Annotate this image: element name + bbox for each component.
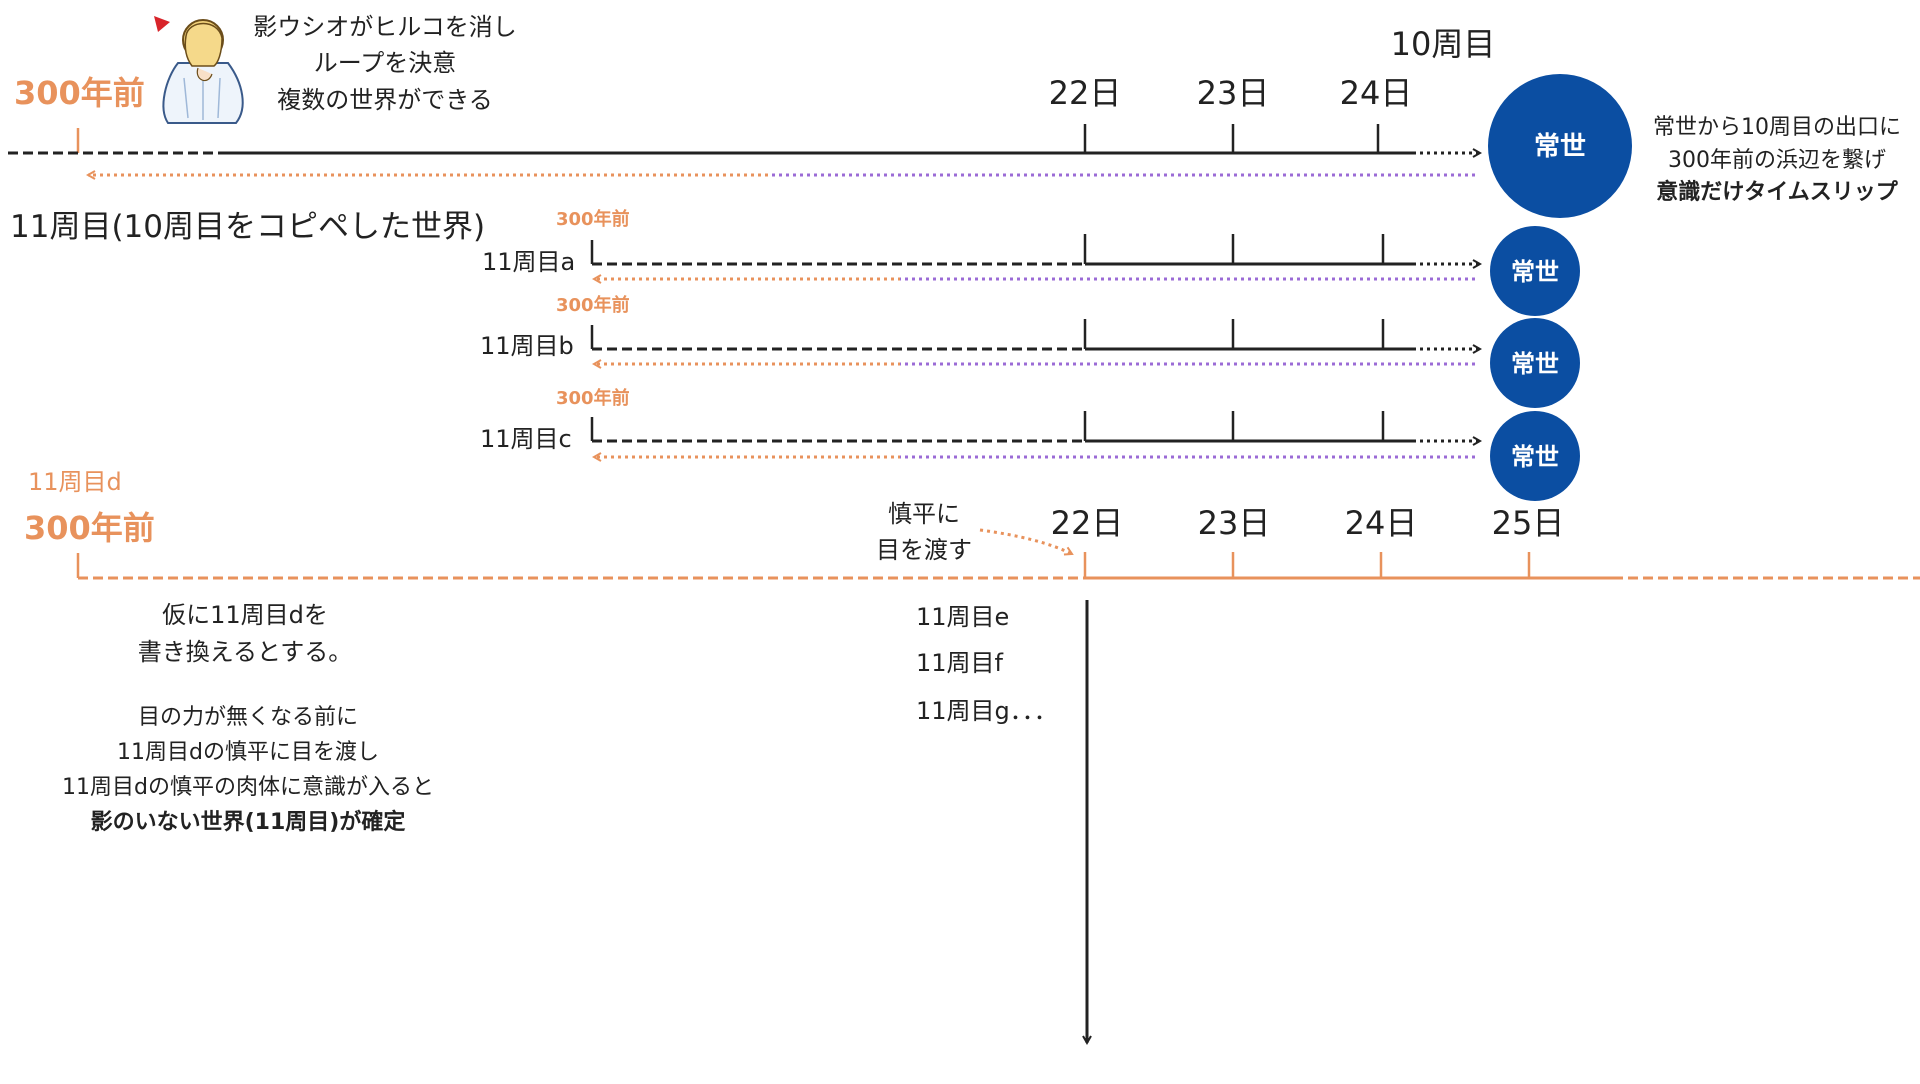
world-a-tokoyo: 常世 <box>1511 258 1559 286</box>
desc2-line-2: 11周目dの慎平に目を渡し <box>117 740 379 765</box>
desc1-line-2: 書き換えるとする。 <box>138 638 353 666</box>
world-b-start: 300年前 <box>556 294 630 316</box>
section-11-title: 11周目(10周目をコピペした世界) <box>10 209 485 245</box>
bottom-day-24: 24日 <box>1345 504 1418 542</box>
bottom-day-23: 23日 <box>1198 504 1271 542</box>
world-c-label: 11周目c <box>480 425 572 453</box>
world-a-start: 300年前 <box>556 208 630 230</box>
world-c-start: 300年前 <box>556 387 630 409</box>
branch-e: 11周目e <box>916 603 1009 631</box>
top-event-line-1: 影ウシオがヒルコを消し <box>253 13 517 41</box>
top-note-line-2: 300年前の浜辺を繋げ <box>1668 148 1886 173</box>
desc2-bold: 影のいない世界(11周目)が確定 <box>91 809 406 835</box>
bottom-day-ticks <box>1083 552 1531 578</box>
desc2-line-1: 目の力が無くなる前に <box>138 705 358 730</box>
top-event-line-3: 複数の世界ができる <box>277 86 493 114</box>
world-a-label: 11周目a <box>482 248 575 276</box>
bottom-day-25: 25日 <box>1492 504 1565 542</box>
bottom-day-22: 22日 <box>1051 504 1124 542</box>
world-a: 300年前 11周目a 常世 <box>482 208 1580 316</box>
top-note-line-1: 常世から10周目の出口に <box>1653 115 1901 140</box>
kneeling-girl-icon <box>154 16 244 124</box>
bottom-label: 11周目d <box>28 468 122 496</box>
bottom-start-label: 300年前 <box>24 509 155 547</box>
desc1-line-1: 仮に11周目dを <box>162 601 328 629</box>
top-event-line-2: ループを決意 <box>314 49 457 77</box>
top-day-24: 24日 <box>1340 74 1413 112</box>
branch-f: 11周目f <box>916 649 1004 677</box>
top-start-label: 300年前 <box>14 74 145 112</box>
loop-10-label: 10周目 <box>1391 25 1496 63</box>
top-day-23: 23日 <box>1197 74 1270 112</box>
top-note-bold: 意識だけタイムスリップ <box>1656 179 1899 205</box>
branch-g: 11周目g．．． <box>916 697 1058 725</box>
world-b-label: 11周目b <box>480 332 574 360</box>
tokoyo-circle-top <box>1488 74 1632 218</box>
handover-line-1: 慎平に <box>888 500 960 528</box>
top-day-22: 22日 <box>1049 74 1122 112</box>
world-b: 300年前 11周目b 常世 <box>480 294 1580 408</box>
top-day-ticks <box>1083 124 1380 153</box>
tokoyo-label-top: 常世 <box>1534 132 1586 162</box>
handover-line-2: 目を渡す <box>876 536 972 564</box>
world-c-tokoyo: 常世 <box>1511 443 1559 471</box>
world-b-tokoyo: 常世 <box>1511 350 1559 378</box>
world-c: 300年前 11周目c 常世 <box>480 387 1580 501</box>
desc2-line-3: 11周目dの慎平の肉体に意識が入ると <box>62 775 434 800</box>
